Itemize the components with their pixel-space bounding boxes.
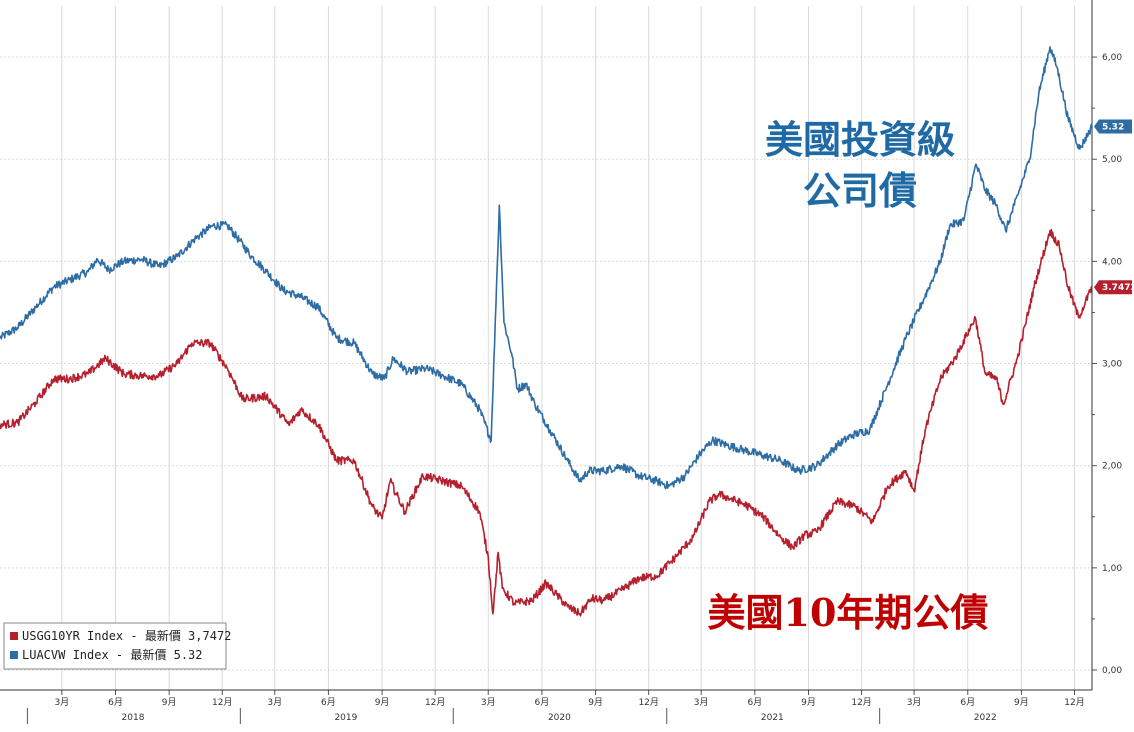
x-tick-label: 12月 [638, 697, 658, 708]
value-tag-usgg10yr: 3.7472 [1094, 280, 1134, 295]
value-tag-box [1094, 119, 1132, 134]
legend-swatch-usgg10yr [10, 632, 18, 640]
y-tick-label: 1,00 [1102, 564, 1122, 574]
x-tick-label: 12月 [212, 697, 232, 708]
value-tag-text: 5.32 [1102, 123, 1124, 133]
x-tick-label: 9月 [1014, 697, 1029, 708]
legend-entry-luacvw: LUACVW Index - 最新價 5.32 [22, 647, 203, 662]
y-tick-label: 6,00 [1102, 53, 1122, 63]
x-year-label: 2019 [334, 713, 357, 723]
y-tick-label: 3,00 [1102, 360, 1122, 370]
x-tick-label: 6月 [960, 697, 975, 708]
legend: USGG10YR Index - 最新價 3,7472 LUACVW Index… [3, 622, 231, 670]
series-line-usgg10yr [0, 228, 1093, 617]
x-year-label: 2020 [548, 713, 571, 723]
x-tick-label: 3月 [481, 697, 496, 708]
value-tag-text: 3.7472 [1102, 283, 1134, 293]
x-year-label: 2021 [761, 713, 784, 723]
series-group [0, 46, 1093, 617]
legend-swatch-luacvw [10, 651, 18, 659]
x-tick-label: 6月 [747, 697, 762, 708]
y-tick-label: 5,00 [1102, 155, 1122, 165]
grid [0, 6, 1092, 690]
x-tick-label: 9月 [375, 697, 390, 708]
x-tick-label: 6月 [108, 697, 123, 708]
legend-frame [3, 622, 227, 670]
x-tick-label: 3月 [694, 697, 709, 708]
x-tick-label: 12月 [851, 697, 871, 708]
x-tick-label: 9月 [162, 697, 177, 708]
x-tick-label: 6月 [535, 697, 550, 708]
x-tick-label: 12月 [1064, 697, 1084, 708]
value-tag-luacvw: 5.32 [1094, 119, 1132, 134]
x-tick-label: 3月 [267, 697, 282, 708]
x-tick-label: 9月 [801, 697, 816, 708]
value-tag-box [1094, 280, 1132, 295]
x-tick-label: 6月 [321, 697, 336, 708]
annotation-corporate-bond-line1: 美國投資級 [765, 118, 955, 162]
series-line-luacvw [0, 46, 1093, 490]
y-tick-label: 2,00 [1102, 462, 1122, 472]
y-tick-label: 0,00 [1102, 666, 1122, 676]
legend-entry-usgg10yr: USGG10YR Index - 最新價 3,7472 [22, 628, 231, 643]
x-year-label: 2022 [974, 713, 997, 723]
annotation-treasury-10y: 美國10年期公債 [708, 590, 989, 635]
x-year-label: 2018 [122, 713, 145, 723]
y-tick-label: 4,00 [1102, 257, 1122, 267]
x-tick-label: 3月 [907, 697, 922, 708]
x-tick-label: 9月 [588, 697, 603, 708]
x-tick-label: 12月 [425, 697, 445, 708]
x-tick-label: 3月 [54, 697, 69, 708]
annotation-corporate-bond-line2: 公司債 [803, 169, 917, 213]
